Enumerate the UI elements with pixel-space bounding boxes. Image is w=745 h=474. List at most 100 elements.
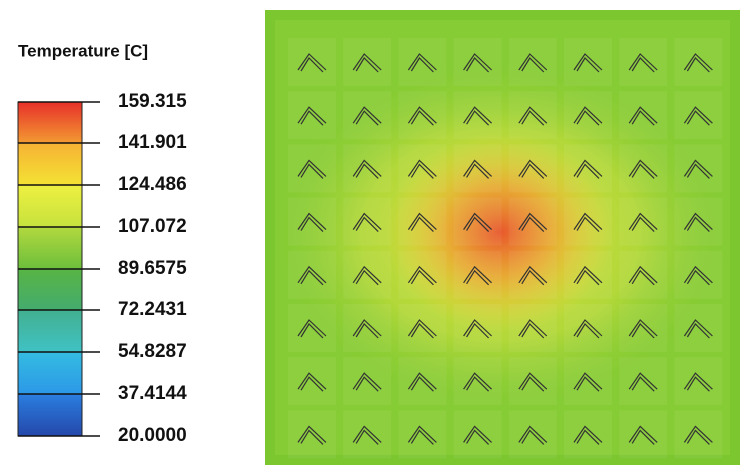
chevron-inner [631,163,655,179]
chevron-inner [300,376,324,392]
cell [453,197,502,246]
chevron-inner [410,216,434,233]
chevron [573,425,603,443]
legend-label: 124.486 [118,174,187,195]
chevron [352,53,382,71]
legend-labels: 159.315 141.901 124.486 107.072 89.6575 … [118,91,187,446]
chevron-inner [576,163,600,179]
color-band [18,352,82,394]
chevron-inner [300,57,324,73]
chevron-inner [576,269,600,286]
chevron-inner [300,269,324,286]
cell [453,304,502,352]
hot-zone [385,132,615,332]
chevron [407,53,437,71]
chevron-inner [355,269,379,286]
cell [343,304,392,352]
chevron-inner [631,429,655,445]
chevron [297,265,327,284]
chevron-inner [521,163,545,179]
cell [288,91,336,140]
cell [508,304,557,352]
cell [508,38,557,86]
chevron [573,106,603,124]
color-band [18,310,82,352]
chevron [297,159,327,177]
color-band [18,143,82,185]
chevron-inner [466,110,490,126]
cell [619,250,668,299]
chevron-inner [355,323,379,339]
chevron [352,265,382,284]
chevron-inner [631,269,655,286]
chevron-inner [410,269,434,286]
chevron-inner [410,57,434,73]
color-band [18,394,82,436]
legend-title: Temperature [C] [18,41,148,60]
cell [453,38,502,86]
cell [343,357,392,406]
chevron-inner [576,110,600,126]
chevron-inner [576,57,600,73]
cell [619,197,668,246]
chevron [573,372,603,390]
chevron [573,53,603,71]
chevron [628,159,658,177]
chevron-inner [686,376,710,392]
chevron [407,212,437,231]
legend-label: 141.901 [118,132,187,153]
chevron [518,425,548,443]
chevron-inner [355,376,379,392]
cell [343,38,392,86]
chevron [628,53,658,71]
cell [288,410,336,459]
cell [564,91,612,140]
chevron-inner [466,269,490,286]
cell [288,197,336,246]
cell [674,357,723,406]
chevron-inner [686,429,710,445]
chevron-inner [466,57,490,73]
chevron [573,319,603,337]
legend-label: 107.072 [118,216,187,237]
chevron [518,372,548,390]
chevron [352,372,382,390]
chevron [407,425,437,443]
color-band [18,102,82,143]
chevron [683,53,713,71]
chevron-inner [631,216,655,233]
cell [508,250,557,299]
legend-label: 72.2431 [118,299,187,320]
cell [288,250,336,299]
chevron-inner [521,429,545,445]
cell [674,304,723,352]
legend-label: 20.0000 [118,425,187,446]
chevron-inner [521,110,545,126]
color-bar [17,101,100,437]
chevron-inner [521,269,545,286]
chevron [573,265,603,284]
cell [398,250,447,299]
chevron [407,319,437,337]
cell [674,250,723,299]
chevron [463,53,493,71]
chevron [518,212,548,231]
legend-label: 54.8287 [118,341,187,362]
chevron-inner [410,429,434,445]
chevron [683,265,713,284]
cell [343,91,392,140]
chevron [518,106,548,124]
cell [453,410,502,459]
legend-label: 159.315 [118,91,187,112]
cell [564,144,612,193]
cell [619,410,668,459]
cell [564,38,612,86]
chevron [297,319,327,337]
chevron-inner [686,57,710,73]
chevron-inner [686,110,710,126]
chevron [573,212,603,231]
chevron-inner [410,323,434,339]
cell [343,410,392,459]
chevron [628,425,658,443]
chevron [463,319,493,337]
